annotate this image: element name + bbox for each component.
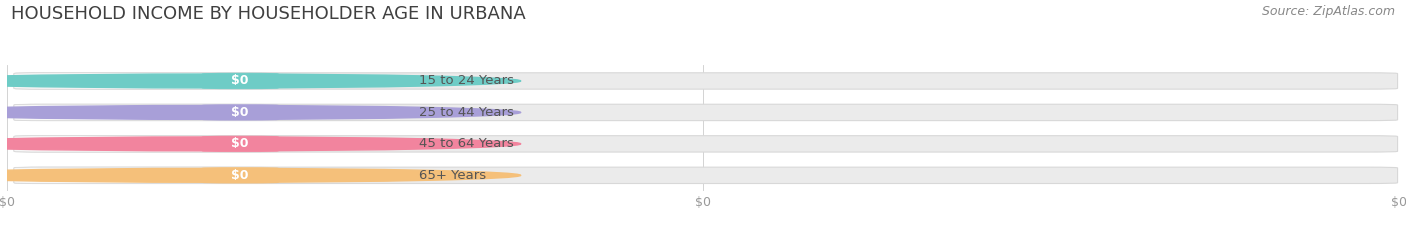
FancyBboxPatch shape — [14, 136, 278, 152]
FancyBboxPatch shape — [202, 167, 278, 184]
Text: $0: $0 — [232, 169, 249, 182]
Circle shape — [0, 106, 520, 119]
Text: 65+ Years: 65+ Years — [419, 169, 486, 182]
Circle shape — [0, 168, 520, 182]
FancyBboxPatch shape — [14, 167, 278, 184]
Text: $0: $0 — [232, 106, 249, 119]
FancyBboxPatch shape — [202, 104, 278, 121]
Text: $0: $0 — [232, 137, 249, 150]
FancyBboxPatch shape — [14, 104, 278, 121]
Text: 15 to 24 Years: 15 to 24 Years — [419, 75, 515, 87]
FancyBboxPatch shape — [14, 73, 278, 89]
Text: $0: $0 — [232, 75, 249, 87]
FancyBboxPatch shape — [202, 136, 278, 152]
FancyBboxPatch shape — [14, 73, 1398, 89]
Text: 25 to 44 Years: 25 to 44 Years — [419, 106, 515, 119]
FancyBboxPatch shape — [14, 104, 1398, 121]
Text: Source: ZipAtlas.com: Source: ZipAtlas.com — [1261, 5, 1395, 18]
FancyBboxPatch shape — [14, 167, 1398, 184]
Text: HOUSEHOLD INCOME BY HOUSEHOLDER AGE IN URBANA: HOUSEHOLD INCOME BY HOUSEHOLDER AGE IN U… — [11, 5, 526, 23]
FancyBboxPatch shape — [202, 73, 278, 89]
Circle shape — [0, 137, 520, 151]
Circle shape — [0, 74, 520, 88]
FancyBboxPatch shape — [14, 136, 1398, 152]
Text: 45 to 64 Years: 45 to 64 Years — [419, 137, 513, 150]
